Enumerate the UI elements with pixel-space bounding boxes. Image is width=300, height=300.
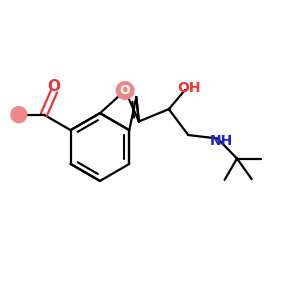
Text: O: O (120, 84, 130, 97)
Text: NH: NH (209, 134, 233, 148)
Circle shape (11, 107, 27, 123)
Text: OH: OH (177, 81, 200, 94)
Circle shape (116, 82, 134, 99)
Text: O: O (48, 79, 61, 94)
